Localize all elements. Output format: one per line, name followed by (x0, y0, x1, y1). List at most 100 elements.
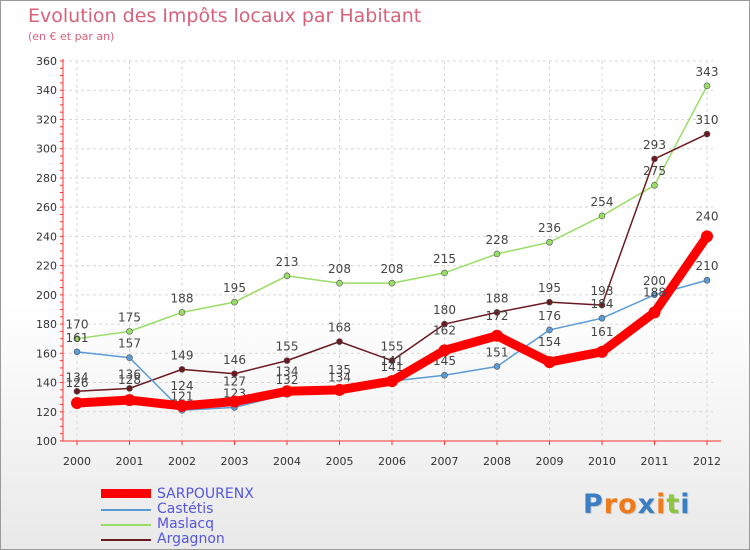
data-point-maslacq-2012 (703, 82, 711, 90)
y-tick-label-240: 240 (36, 230, 57, 243)
data-point-maslacq-2003 (231, 298, 238, 306)
logo-letter: i (680, 489, 691, 520)
logo-letter: i (656, 489, 667, 520)
data-label-maslacq-2010: 254 (591, 195, 614, 209)
data-point-maslacq-2009 (546, 238, 553, 246)
x-tick-label-2004: 2004 (273, 455, 301, 468)
data-point-maslacq-2011 (651, 181, 658, 189)
data-label-sarpourenx-2007: 162 (433, 323, 456, 337)
logo-letter: o (618, 489, 638, 520)
data-point-argagnon-2007 (441, 320, 448, 328)
data-point-argagnon-2009 (546, 298, 553, 306)
data-label-argagnon-2006: 155 (381, 340, 404, 354)
chart-subtitle: (en € et par an) (28, 30, 115, 43)
data-point-maslacq-2001 (126, 328, 133, 335)
logo-letter: x (637, 489, 657, 520)
x-tick-label-2007: 2007 (431, 455, 459, 468)
x-tick-label-2011: 2011 (641, 455, 669, 468)
y-tick-label-260: 260 (36, 201, 57, 214)
data-point-maslacq-2006 (388, 279, 396, 287)
x-tick-label-2003: 2003 (221, 455, 249, 468)
data-label-castetis-2008: 151 (486, 345, 509, 359)
data-point-argagnon-2001 (126, 385, 133, 392)
data-label-sarpourenx-2008: 172 (486, 309, 509, 323)
data-label-sarpourenx-2011: 188 (643, 285, 666, 299)
legend-label-maslacq: Maslacq (157, 516, 215, 532)
legend-swatch-maslacq (101, 524, 151, 526)
data-point-argagnon-2006 (388, 357, 396, 364)
data-point-sarpourenx-2011 (648, 306, 661, 319)
logo-letter: r (603, 489, 619, 520)
data-label-sarpourenx-2000: 126 (66, 376, 89, 390)
y-tick-label-320: 320 (36, 113, 57, 126)
data-label-maslacq-2004: 213 (276, 255, 299, 269)
y-tick-label-340: 340 (36, 84, 57, 97)
data-point-sarpourenx-2003 (228, 395, 241, 408)
data-label-maslacq-2008: 228 (486, 233, 509, 247)
data-point-castetis-2000 (73, 348, 81, 356)
data-point-sarpourenx-2002 (176, 399, 188, 412)
data-label-castetis-2005: 134 (328, 370, 351, 384)
y-tick-label-300: 300 (36, 143, 57, 156)
chart-title: Evolution des Impôts locaux par Habitant (28, 5, 422, 27)
data-label-castetis-2010: 184 (591, 297, 614, 311)
legend-label-sarpourenx: SARPOURENX (157, 486, 254, 502)
data-label-argagnon-2005: 168 (328, 321, 351, 335)
y-tick-label-220: 220 (36, 260, 57, 273)
data-label-castetis-2009: 176 (538, 309, 561, 323)
data-point-sarpourenx-2006 (386, 375, 398, 388)
data-point-argagnon-2012 (703, 130, 711, 138)
data-point-maslacq-2004 (283, 272, 291, 280)
data-point-argagnon-2004 (283, 357, 291, 364)
data-point-maslacq-2005 (336, 279, 343, 287)
data-label-argagnon-2012: 310 (696, 113, 719, 127)
data-label-sarpourenx-2002: 124 (171, 379, 194, 393)
data-label-maslacq-2000: 170 (66, 318, 89, 332)
data-label-argagnon-2007: 180 (433, 303, 456, 317)
x-tick-label-2005: 2005 (326, 455, 354, 468)
data-label-castetis-2004: 132 (276, 373, 299, 387)
data-label-argagnon-2002: 149 (171, 348, 194, 362)
data-point-sarpourenx-2009 (543, 356, 556, 369)
data-point-castetis-2012 (703, 276, 711, 284)
data-label-argagnon-2003: 146 (223, 353, 246, 367)
data-label-maslacq-2012: 343 (696, 65, 719, 79)
data-point-maslacq-2007 (441, 269, 448, 277)
data-label-castetis-2001: 157 (118, 337, 141, 351)
x-tick-label-2009: 2009 (536, 455, 564, 468)
data-point-argagnon-2008 (493, 309, 501, 316)
x-tick-label-2002: 2002 (168, 455, 196, 468)
data-point-maslacq-2010 (598, 212, 606, 220)
data-point-sarpourenx-2007 (438, 344, 451, 357)
data-point-argagnon-2011 (651, 155, 658, 163)
data-point-maslacq-2008 (493, 250, 501, 258)
data-label-castetis-2002: 121 (171, 389, 194, 403)
data-point-argagnon-2000 (73, 388, 81, 395)
data-point-sarpourenx-2004 (281, 385, 293, 398)
data-label-castetis-2012: 210 (696, 259, 719, 273)
x-tick-label-2001: 2001 (116, 455, 144, 468)
y-tick-label-280: 280 (36, 172, 57, 185)
data-label-maslacq-2003: 195 (223, 281, 246, 295)
y-tick-label-160: 160 (36, 347, 57, 360)
data-label-maslacq-2011: 275 (643, 164, 666, 178)
data-point-castetis-2011 (651, 291, 658, 299)
data-label-argagnon-2004: 155 (276, 340, 299, 354)
legend-swatch-argagnon (101, 539, 151, 541)
data-label-argagnon-2010: 193 (591, 284, 614, 298)
data-label-sarpourenx-2006: 141 (381, 354, 404, 368)
data-label-maslacq-2007: 215 (433, 252, 456, 266)
data-label-sarpourenx-2009: 154 (538, 335, 561, 349)
data-point-maslacq-2000 (73, 335, 81, 342)
y-tick-label-120: 120 (36, 406, 57, 419)
proxiti-logo: Proxiti (583, 489, 691, 520)
data-point-sarpourenx-2005 (333, 383, 346, 396)
legend-label-argagnon: Argagnon (157, 531, 225, 547)
y-tick-label-180: 180 (36, 318, 57, 331)
y-tick-label-100: 100 (36, 435, 57, 448)
legend-swatch-sarpourenx (101, 489, 151, 498)
data-label-argagnon-2009: 195 (538, 281, 561, 295)
legend-swatch-castetis (101, 509, 151, 511)
data-label-castetis-2011: 200 (643, 274, 666, 288)
